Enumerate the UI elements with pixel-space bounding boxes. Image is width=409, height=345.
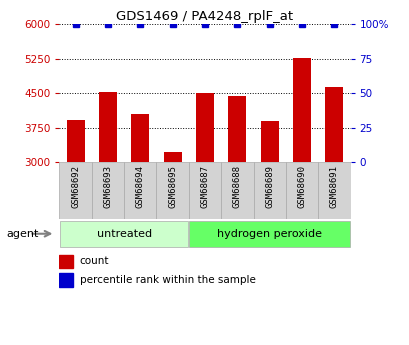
Text: GDS1469 / PA4248_rplF_at: GDS1469 / PA4248_rplF_at (116, 10, 293, 23)
Text: GSM68693: GSM68693 (103, 165, 112, 208)
Text: untreated: untreated (97, 229, 151, 239)
Bar (285, 162, 317, 219)
Bar (67, 120, 84, 162)
Bar (189, 162, 220, 219)
Bar (156, 162, 189, 219)
Bar (59, 255, 72, 268)
Bar (131, 114, 149, 162)
Bar (196, 93, 213, 162)
Text: GSM68695: GSM68695 (168, 165, 177, 208)
Text: hydrogen peroxide: hydrogen peroxide (217, 229, 321, 239)
Text: GSM68687: GSM68687 (200, 165, 209, 208)
Bar (59, 274, 72, 287)
Text: GSM68688: GSM68688 (232, 165, 241, 208)
Text: GSM68689: GSM68689 (265, 165, 274, 208)
Bar (253, 162, 285, 219)
Bar (220, 162, 253, 219)
Bar (163, 151, 181, 162)
Bar (260, 121, 278, 162)
Bar (317, 162, 350, 219)
Bar (59, 162, 92, 219)
Text: percentile rank within the sample: percentile rank within the sample (80, 275, 255, 285)
Text: GSM68691: GSM68691 (329, 165, 338, 208)
Bar (92, 162, 124, 219)
FancyBboxPatch shape (189, 220, 349, 247)
Text: GSM68694: GSM68694 (135, 165, 144, 208)
Text: GSM68690: GSM68690 (297, 165, 306, 208)
Text: GSM68692: GSM68692 (71, 165, 80, 208)
Bar (99, 92, 117, 162)
Bar (325, 87, 342, 162)
Bar (124, 162, 156, 219)
Text: count: count (80, 256, 109, 266)
Bar (228, 96, 246, 162)
FancyBboxPatch shape (60, 220, 188, 247)
Text: agent: agent (6, 229, 38, 239)
Bar (292, 58, 310, 162)
